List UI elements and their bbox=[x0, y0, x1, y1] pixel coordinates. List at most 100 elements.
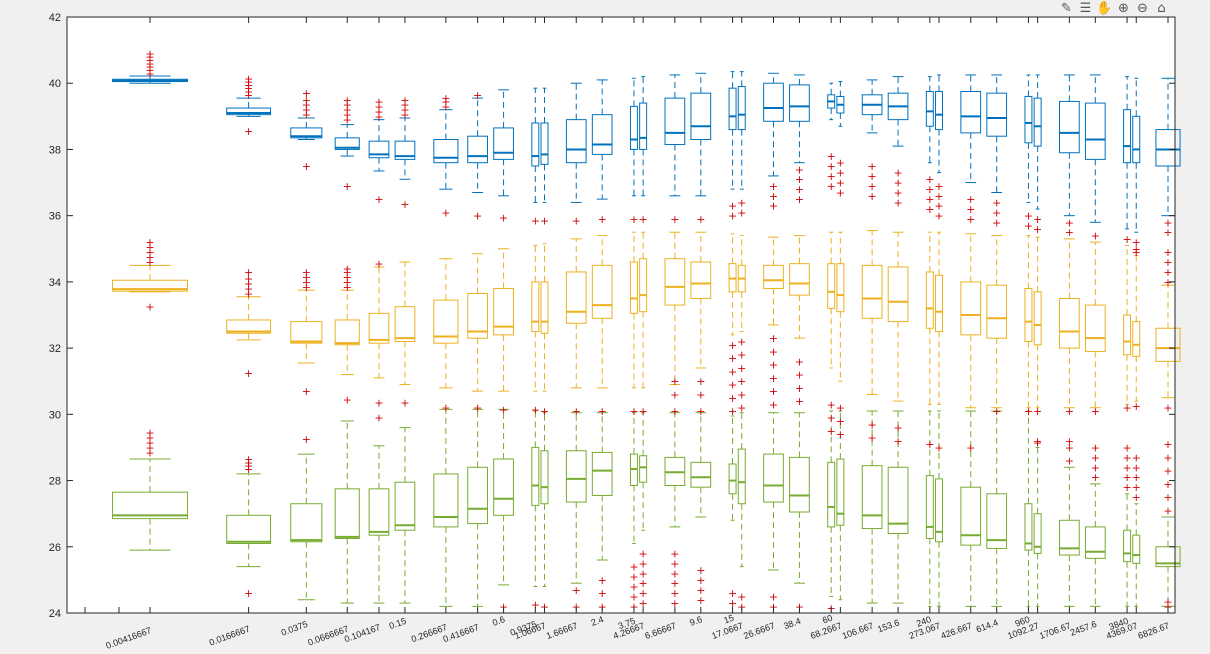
box-blue-6 bbox=[433, 109, 459, 190]
outlier-mark: + bbox=[572, 600, 581, 613]
box-orange-22 bbox=[836, 231, 845, 382]
box-iqr bbox=[935, 478, 943, 543]
box-orange-9 bbox=[531, 244, 540, 392]
box-iqr bbox=[986, 493, 1008, 549]
box-iqr bbox=[1132, 321, 1141, 357]
x-tick-label: 2457.6 bbox=[1069, 619, 1098, 638]
outlier-mark: + bbox=[374, 105, 383, 118]
outlier-mark: + bbox=[629, 581, 638, 594]
outlier-mark: + bbox=[531, 599, 540, 612]
box-green-10 bbox=[540, 412, 549, 588]
outlier-mark: + bbox=[728, 597, 737, 610]
box-orange-2 bbox=[290, 289, 323, 364]
outlier-mark: + bbox=[244, 456, 253, 469]
zoom-out-icon[interactable]: ⊖ bbox=[1137, 1, 1148, 16]
outlier-mark: + bbox=[1122, 233, 1131, 246]
outlier-mark: + bbox=[244, 453, 253, 466]
outlier-mark: + bbox=[598, 213, 607, 226]
box-green-19 bbox=[763, 412, 784, 571]
box-iqr bbox=[334, 488, 360, 540]
outlier-mark: + bbox=[145, 241, 154, 254]
outlier-mark: + bbox=[639, 587, 648, 600]
outlier-mark: + bbox=[499, 403, 508, 416]
outlier-mark: + bbox=[827, 150, 836, 163]
box-green-35 bbox=[1155, 516, 1181, 607]
box-iqr bbox=[1033, 97, 1042, 147]
pan-hand-icon[interactable]: ✋ bbox=[1096, 1, 1113, 16]
box-iqr bbox=[540, 281, 549, 334]
box-orange-20 bbox=[789, 235, 810, 339]
outlier-mark: + bbox=[343, 271, 352, 284]
outlier-mark: + bbox=[343, 94, 352, 107]
outlier-mark: + bbox=[893, 177, 902, 190]
outlier-mark: + bbox=[145, 67, 154, 80]
box-iqr bbox=[629, 105, 638, 150]
outlier-mark: + bbox=[934, 210, 943, 223]
outlier-mark: + bbox=[145, 301, 154, 314]
box-iqr bbox=[836, 458, 845, 526]
x-tick-label: 9.6 bbox=[688, 614, 703, 628]
outlier-mark: + bbox=[1163, 491, 1172, 504]
x-tick-label: 60 bbox=[821, 613, 834, 626]
brush-icon[interactable]: ✎ bbox=[1061, 1, 1072, 16]
outlier-mark: + bbox=[145, 441, 154, 454]
box-green-21 bbox=[827, 410, 836, 597]
outlier-mark: + bbox=[1024, 220, 1033, 233]
outlier-mark: + bbox=[696, 213, 705, 226]
box-iqr bbox=[1123, 314, 1132, 356]
data-tips-icon[interactable]: ☰ bbox=[1079, 1, 1092, 16]
box-blue-24 bbox=[887, 76, 909, 147]
outlier-mark: + bbox=[441, 206, 450, 219]
box-iqr bbox=[1132, 115, 1141, 164]
box-green-14 bbox=[639, 412, 648, 531]
x-tick-label: 15 bbox=[722, 613, 735, 626]
outlier-mark: + bbox=[868, 180, 877, 193]
outlier-mark: + bbox=[400, 99, 409, 112]
outlier-mark: + bbox=[934, 200, 943, 213]
box-iqr bbox=[728, 87, 737, 131]
outlier-mark: + bbox=[441, 100, 450, 113]
outlier-mark: + bbox=[769, 590, 778, 603]
box-iqr bbox=[290, 503, 323, 543]
y-tick-label: 30 bbox=[49, 409, 61, 421]
outlier-mark: + bbox=[966, 193, 975, 206]
box-iqr bbox=[531, 281, 540, 333]
box-orange-4 bbox=[368, 266, 390, 379]
box-iqr bbox=[433, 139, 459, 164]
outlier-mark: + bbox=[441, 402, 450, 415]
x-tick-label: 426.667 bbox=[939, 620, 973, 641]
outlier-mark: + bbox=[737, 388, 746, 401]
outlier-mark: + bbox=[343, 276, 352, 289]
outlier-mark: + bbox=[145, 47, 154, 60]
box-iqr bbox=[433, 299, 459, 344]
outlier-mark: + bbox=[934, 190, 943, 203]
box-green-18 bbox=[737, 412, 746, 568]
outlier-mark: + bbox=[244, 283, 253, 296]
outlier-mark: + bbox=[696, 584, 705, 597]
box-orange-12 bbox=[591, 235, 613, 389]
outlier-mark: + bbox=[737, 362, 746, 375]
x-tick-label: 0.15 bbox=[388, 616, 408, 631]
outlier-mark: + bbox=[728, 379, 737, 392]
box-green-29 bbox=[1024, 410, 1033, 607]
outlier-mark: + bbox=[1122, 451, 1131, 464]
box-orange-29 bbox=[1024, 235, 1033, 409]
outlier-mark: + bbox=[302, 281, 311, 294]
box-orange-6 bbox=[433, 258, 459, 389]
outlier-mark: + bbox=[639, 405, 648, 418]
outlier-mark: + bbox=[1132, 236, 1141, 249]
outlier-mark: + bbox=[1163, 438, 1172, 451]
outlier-mark: + bbox=[531, 403, 540, 416]
outlier-mark: + bbox=[145, 246, 154, 259]
box-iqr bbox=[290, 321, 323, 344]
box-iqr bbox=[112, 491, 188, 520]
outlier-mark: + bbox=[836, 415, 845, 428]
outlier-mark: + bbox=[302, 109, 311, 122]
box-blue-20 bbox=[789, 74, 810, 164]
home-icon[interactable]: ⌂ bbox=[1157, 1, 1166, 16]
box-iqr bbox=[789, 456, 810, 513]
outlier-mark: + bbox=[925, 438, 934, 451]
outlier-mark: + bbox=[1033, 435, 1042, 448]
box-orange-32 bbox=[1084, 241, 1106, 409]
zoom-in-icon[interactable]: ⊕ bbox=[1118, 1, 1129, 16]
